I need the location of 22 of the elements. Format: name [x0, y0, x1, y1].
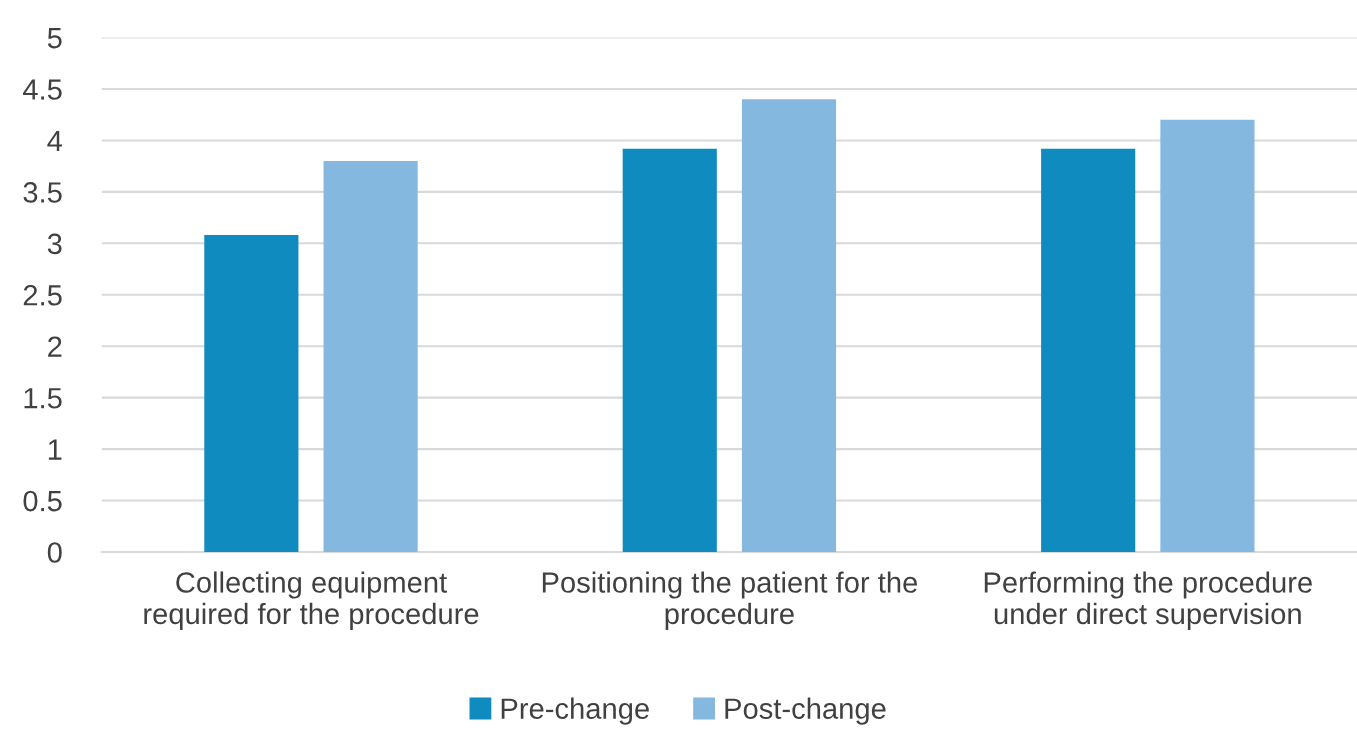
legend-label: Post-change: [725, 697, 886, 725]
bar: [204, 235, 299, 552]
y-tick-label: 4.5: [23, 79, 62, 100]
x-tick-label: Performing the procedure under direct supervision: [984, 571, 1312, 631]
legend-label: Pre-change: [501, 697, 649, 725]
bar: [1041, 148, 1136, 552]
bar: [622, 148, 717, 552]
bar: [741, 99, 837, 552]
y-tick-label: 1: [48, 439, 62, 460]
y-tick-label: 5: [47, 28, 62, 49]
y-tick-label: 3: [47, 233, 62, 255]
y-tick-label: 3.5: [23, 182, 62, 203]
y-tick-label: 2: [48, 336, 62, 357]
y-tick-label: 0: [47, 542, 62, 563]
y-tick-label: 4: [47, 130, 63, 152]
y-tick-label: 2.5: [23, 284, 62, 306]
bar: [323, 161, 418, 552]
x-tick-label: Positioning the patient for the procedure: [542, 571, 918, 631]
y-tick-label: 0.5: [23, 490, 62, 512]
bar: [1160, 119, 1255, 552]
y-tick-label: 1.5: [24, 388, 62, 409]
x-tick-label: Collecting equipment required for the procedure: [144, 571, 479, 631]
